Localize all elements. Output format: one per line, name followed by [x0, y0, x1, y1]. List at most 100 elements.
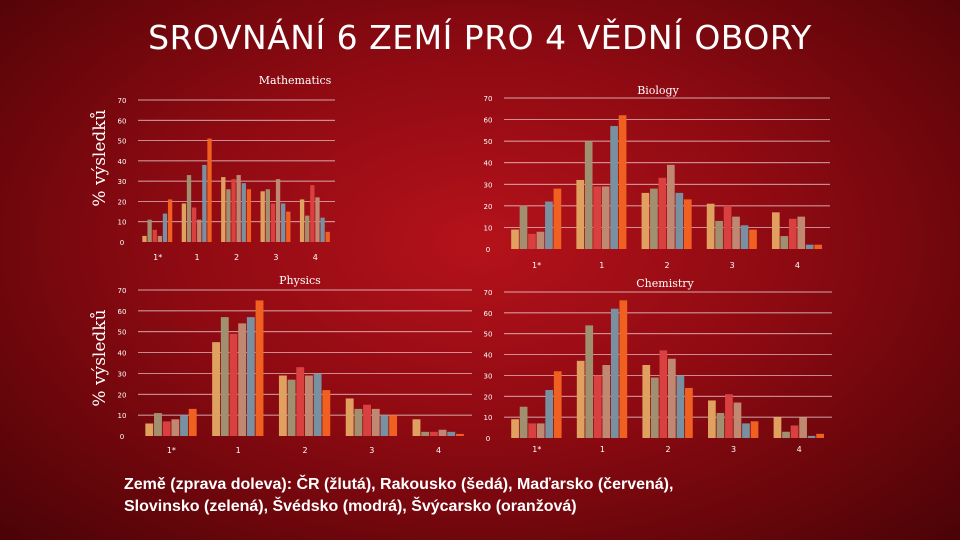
- bar-chemistry-s5-1: [610, 308, 619, 438]
- bar-chemistry-s4-2: [668, 358, 676, 438]
- x-category-label: 4: [797, 445, 802, 454]
- bar-chemistry-s2-4: [782, 431, 790, 438]
- bar-chemistry-s1-4: [773, 417, 782, 438]
- bar-chemistry-s6-1: [619, 300, 628, 438]
- bar-biology-s4-4: [797, 216, 806, 249]
- x-category-label: 1*: [167, 446, 176, 455]
- y-tick-label: 0: [486, 246, 490, 254]
- bar-mathematics-s2-1: [186, 175, 192, 242]
- y-tick-label: 20: [484, 393, 493, 401]
- bar-physics-s6-2: [322, 390, 331, 436]
- x-category-label: 2: [234, 253, 239, 262]
- bar-physics-s4-2: [305, 375, 313, 436]
- chart-physics: 0 10 20 30 40 50 60 70 Physics 1* 1 2 3 4: [118, 274, 472, 455]
- x-category-label: 1*: [532, 261, 541, 270]
- bar-biology-s4-1: [536, 231, 545, 249]
- x-category-label: 2: [664, 261, 669, 270]
- x-category-label: 3: [273, 253, 278, 262]
- bar-physics-s2-1: [154, 413, 162, 436]
- y-tick-label: 30: [484, 372, 493, 380]
- y-tick-label: 0: [120, 433, 124, 441]
- chart-title: Physics: [279, 274, 321, 287]
- bar-biology-s5-4: [805, 244, 814, 249]
- bar-chemistry-s4-4: [799, 417, 807, 438]
- x-category-label: 4: [436, 446, 441, 455]
- y-tick-label: 30: [118, 178, 127, 186]
- bar-chemistry-s4-1: [602, 365, 611, 438]
- bar-mathematics-s4-4: [315, 197, 320, 242]
- bar-chemistry-s1-1: [576, 360, 585, 438]
- bar-chemistry-s2-2: [650, 377, 659, 438]
- bar-chemistry-s2-3: [716, 412, 725, 438]
- bar-biology-s1-4: [771, 212, 780, 249]
- x-category-label: 1: [599, 261, 604, 270]
- bar-physics-s4-1: [238, 323, 247, 436]
- chart-title: Chemistry: [636, 277, 694, 290]
- bar-chemistry-s6-3: [750, 421, 759, 438]
- bar-biology-s5-2: [675, 192, 684, 249]
- bar-biology-s1-1: [511, 229, 519, 249]
- bar-biology-s3-1: [593, 186, 601, 249]
- bar-chemistry-s1-3: [708, 400, 716, 438]
- bar-biology-s3-3: [723, 205, 732, 249]
- bar-physics-s5-2: [313, 373, 322, 436]
- bar-biology-s6-3: [749, 229, 757, 249]
- y-tick-label: 30: [118, 370, 127, 378]
- bar-physics-s1-1: [212, 342, 221, 436]
- bar-biology-s6-1: [553, 188, 562, 249]
- x-category-label: 1*: [532, 445, 541, 454]
- x-category-label: 2: [665, 445, 670, 454]
- y-tick-label: 20: [118, 391, 127, 399]
- y-axis-label-bottom: % výsledků: [90, 309, 110, 407]
- chart-chemistry: 0 10 20 30 40 50 60 70 Chemistry 1* 1 2 3 4: [484, 277, 832, 454]
- bar-biology-s3-4: [788, 218, 797, 249]
- bar-biology-s5-1: [610, 126, 618, 249]
- bar-biology-s2-1: [584, 141, 593, 249]
- bar-mathematics-s5-1: [202, 164, 207, 242]
- bar-physics-s3-2: [296, 367, 305, 436]
- bar-biology-s6-4: [814, 244, 823, 249]
- bar-biology-s1-2: [641, 192, 650, 249]
- bar-physics-s5-1: [180, 415, 188, 436]
- bar-biology-s3-1: [528, 233, 536, 249]
- y-tick-label: 20: [118, 198, 127, 206]
- bar-biology-s4-1: [601, 186, 610, 249]
- x-category-label: 3: [730, 261, 735, 270]
- bar-physics-s3-1: [229, 333, 238, 436]
- chart-mathematics: 0 10 20 30 40 50 60 70 Mathematics 1* 1 2 3 4: [118, 74, 335, 262]
- y-tick-label: 60: [118, 117, 127, 125]
- bar-chemistry-s3-1: [593, 375, 602, 438]
- bar-biology-s6-1: [618, 115, 627, 249]
- bar-physics-s5-4: [447, 431, 456, 436]
- x-category-label: 3: [731, 445, 736, 454]
- bar-biology-s6-2: [683, 199, 692, 249]
- y-tick-label: 70: [484, 289, 493, 297]
- bar-physics-s4-3: [371, 408, 380, 436]
- x-category-label: 1*: [153, 253, 162, 262]
- bar-physics-s2-4: [421, 431, 430, 436]
- bar-chemistry-s5-3: [742, 423, 750, 438]
- bar-mathematics-s1-1: [142, 235, 147, 242]
- y-tick-label: 0: [120, 239, 124, 247]
- y-tick-label: 60: [484, 310, 493, 318]
- x-category-label: 4: [313, 253, 318, 262]
- bar-mathematics-s4-1: [157, 235, 163, 242]
- bar-biology-s3-2: [658, 177, 667, 249]
- bar-physics-s6-1: [255, 300, 264, 436]
- bar-chemistry-s5-4: [807, 435, 816, 438]
- bar-mathematics-s3-3: [270, 203, 276, 242]
- x-category-label: 2: [302, 446, 307, 455]
- bar-physics-s5-3: [380, 415, 389, 436]
- bar-physics-s6-3: [389, 415, 398, 436]
- bar-mathematics-s5-3: [281, 203, 286, 242]
- chart-title: Mathematics: [259, 74, 332, 87]
- y-tick-label: 60: [484, 117, 493, 125]
- bar-mathematics-s3-1: [152, 229, 157, 242]
- y-tick-label: 60: [118, 308, 127, 316]
- bar-mathematics-s1-2: [221, 177, 226, 242]
- bar-mathematics-s2-2: [226, 189, 231, 242]
- bar-physics-s2-3: [354, 408, 363, 436]
- chart-title: Biology: [637, 84, 679, 97]
- country-legend-note: Země (zprava doleva): ČR (žlutá), Rakous…: [124, 474, 824, 518]
- y-tick-label: 40: [484, 160, 493, 168]
